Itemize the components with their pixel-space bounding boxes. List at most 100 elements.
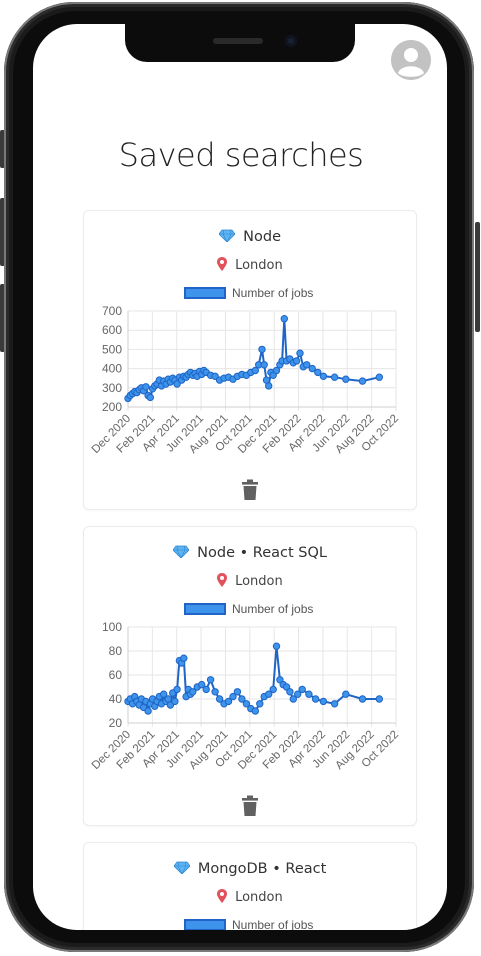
- data-point: [242, 700, 251, 708]
- y-tick-label: 600: [102, 323, 122, 337]
- account-circle-icon[interactable]: [391, 40, 431, 80]
- data-point: [330, 700, 339, 708]
- data-point: [272, 366, 281, 375]
- data-point: [311, 695, 320, 703]
- data-point: [180, 654, 188, 662]
- data-point: [358, 695, 367, 703]
- saved-search-card: Node • React SQL London Number of jobs 2…: [83, 526, 417, 826]
- pin-icon: [217, 573, 231, 588]
- data-point: [206, 676, 215, 684]
- data-point: [265, 382, 273, 390]
- pin-icon: [217, 889, 231, 904]
- app-screen: Saved searches Node London Number of job…: [33, 24, 447, 930]
- data-point: [142, 383, 150, 391]
- volume-down-button: [0, 284, 5, 352]
- gem-icon: [172, 545, 193, 561]
- data-point: [238, 695, 246, 703]
- y-tick-label: 400: [102, 362, 122, 376]
- data-point: [202, 685, 210, 694]
- data-point: [198, 680, 206, 689]
- data-point: [319, 697, 328, 706]
- location-text: London: [235, 574, 283, 589]
- gem-icon: [173, 861, 194, 877]
- pin-icon: [217, 257, 231, 272]
- data-point: [375, 373, 383, 381]
- data-point: [146, 393, 155, 402]
- data-point: [294, 690, 302, 698]
- saved-search-card: MongoDB • React London Number of jobs: [83, 842, 417, 930]
- location-text: London: [235, 258, 283, 273]
- power-button: [475, 222, 480, 332]
- card-title: Node • React SQL: [84, 545, 416, 561]
- data-point: [375, 695, 383, 703]
- card-title: MongoDB • React: [84, 861, 416, 877]
- data-point: [211, 688, 219, 696]
- y-tick-label: 100: [102, 621, 122, 634]
- legend-label: Number of jobs: [232, 286, 314, 300]
- camera: [285, 35, 297, 47]
- card-location: London: [84, 573, 416, 589]
- legend-swatch: [184, 287, 226, 299]
- page-title: Saved searches: [118, 136, 364, 174]
- data-point: [229, 692, 237, 701]
- data-point: [144, 707, 152, 715]
- notch: [125, 24, 355, 62]
- data-point: [358, 377, 367, 385]
- volume-up-button: [0, 198, 5, 266]
- data-point: [265, 690, 273, 698]
- legend-label: Number of jobs: [232, 918, 314, 930]
- card-location: London: [84, 889, 416, 905]
- data-point: [296, 349, 304, 357]
- legend-swatch: [184, 603, 226, 615]
- data-point: [280, 315, 289, 323]
- data-point: [164, 695, 172, 703]
- data-point: [292, 357, 301, 365]
- data-point: [260, 361, 268, 369]
- y-tick-label: 60: [109, 668, 123, 682]
- y-tick-label: 500: [102, 342, 122, 356]
- speaker: [213, 38, 263, 44]
- data-point: [308, 364, 317, 373]
- legend-label: Number of jobs: [232, 602, 314, 616]
- data-point: [173, 380, 181, 388]
- data-point: [303, 361, 311, 369]
- data-point: [272, 642, 281, 650]
- location-text: London: [235, 890, 283, 905]
- data-point: [314, 368, 322, 377]
- data-point: [342, 690, 350, 698]
- y-tick-label: 40: [109, 692, 123, 706]
- data-point: [189, 688, 197, 696]
- data-point: [269, 685, 277, 694]
- legend-swatch: [184, 919, 226, 930]
- data-point: [298, 685, 306, 694]
- y-tick-label: 80: [109, 644, 123, 658]
- data-point: [305, 690, 313, 698]
- data-point: [342, 375, 350, 383]
- data-point: [224, 697, 233, 706]
- card-title: Node: [84, 229, 416, 245]
- trash-icon[interactable]: [240, 479, 260, 501]
- y-tick-label: 20: [109, 716, 123, 730]
- card-location: London: [84, 257, 416, 273]
- data-point: [233, 688, 242, 696]
- data-point: [251, 366, 260, 375]
- data-point: [171, 697, 179, 706]
- data-point: [289, 695, 298, 703]
- y-tick-label: 300: [102, 381, 122, 395]
- data-point: [330, 373, 339, 381]
- search-query: Node: [243, 229, 281, 245]
- search-query: MongoDB • React: [197, 861, 327, 877]
- data-point: [256, 700, 264, 708]
- trash-icon[interactable]: [240, 795, 260, 817]
- data-point: [215, 695, 224, 703]
- data-point: [258, 345, 266, 354]
- y-tick-label: 200: [102, 400, 122, 414]
- data-point: [173, 685, 181, 694]
- data-point: [160, 690, 168, 698]
- saved-search-card: Node London Number of jobs 200 300 400 500 6…: [83, 210, 417, 510]
- data-point: [319, 372, 328, 381]
- gem-icon: [218, 229, 239, 245]
- data-point: [286, 688, 294, 696]
